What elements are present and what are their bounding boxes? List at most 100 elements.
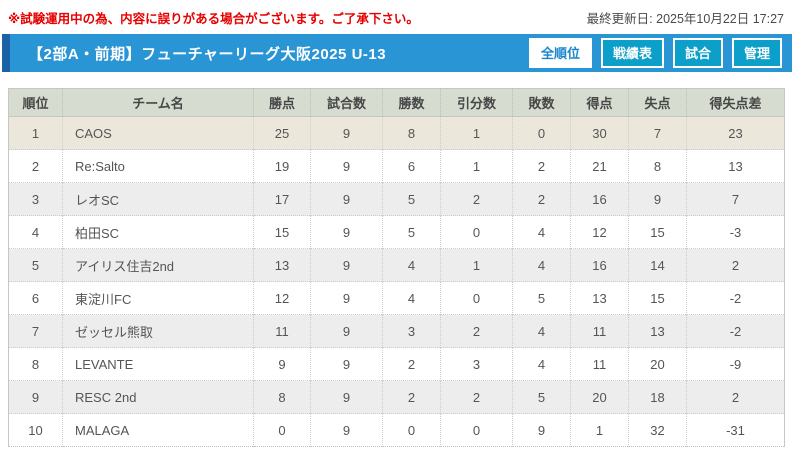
stat-cell: 0: [253, 413, 311, 447]
notice-bar: ※試験運用中の為、内容に誤りがある場合がございます。ご了承下さい。 最終更新日:…: [0, 0, 792, 27]
table-row: 6 東淀川FC 12 9 4 0 5 13 15 -2: [8, 281, 785, 315]
team-name-cell: CAOS: [62, 116, 254, 150]
stat-cell: -31: [686, 413, 785, 447]
stat-cell: 0: [512, 116, 571, 150]
stat-cell: 16: [570, 182, 629, 216]
stat-cell: 32: [628, 413, 687, 447]
stat-cell: 1: [570, 413, 629, 447]
stat-cell: 9: [310, 116, 383, 150]
rank-cell: 4: [8, 215, 63, 249]
stat-cell: 5: [512, 281, 571, 315]
page-title: 【2部A・前期】フューチャーリーグ大阪2025 U-13: [28, 45, 387, 63]
table-row: 9 RESC 2nd 8 9 2 2 5 20 18 2: [8, 380, 785, 414]
stat-cell: 0: [440, 215, 513, 249]
stat-cell: 12: [570, 215, 629, 249]
stat-cell: 25: [253, 116, 311, 150]
stat-cell: 5: [382, 215, 441, 249]
stat-cell: 9: [512, 413, 571, 447]
stat-cell: 2: [440, 314, 513, 348]
header-cell: 勝数: [382, 88, 441, 117]
table-row: 7 ゼッセル熊取 11 9 3 2 4 11 13 -2: [8, 314, 785, 348]
stat-cell: 20: [628, 347, 687, 381]
stat-cell: 15: [628, 215, 687, 249]
team-name-cell: LEVANTE: [62, 347, 254, 381]
stat-cell: 5: [382, 182, 441, 216]
stat-cell: 1: [440, 149, 513, 183]
team-name-cell: ゼッセル熊取: [62, 314, 254, 348]
standings-body: 1 CAOS 25 9 8 1 0 30 7 23 2 Re:Salto 19 9 6 1 2 21 8 13 3 レオS…: [8, 116, 785, 447]
last-updated-text: 最終更新日: 2025年10月22日 17:27: [586, 12, 784, 26]
stat-cell: 4: [512, 314, 571, 348]
stat-cell: -2: [686, 314, 785, 348]
stat-cell: 2: [512, 149, 571, 183]
stat-cell: 9: [310, 347, 383, 381]
stat-cell: 3: [382, 314, 441, 348]
rank-cell: 6: [8, 281, 63, 315]
stat-cell: -2: [686, 281, 785, 315]
team-name-cell: Re:Salto: [62, 149, 254, 183]
stat-cell: 21: [570, 149, 629, 183]
stat-cell: 4: [382, 248, 441, 282]
view-tabs: 全順位 戦績表 試合 管理: [528, 38, 782, 68]
rank-cell: 10: [8, 413, 63, 447]
header-cell: 得点: [570, 88, 629, 117]
team-name-cell: RESC 2nd: [62, 380, 254, 414]
standings-table: 順位 チーム名 勝点 試合数 勝数 引分数 敗数 得点 失点 得失点差 1 CAOS 25 9 8 1 0 30…: [8, 88, 785, 447]
team-name-cell: アイリス住吉2nd: [62, 248, 254, 282]
stat-cell: 4: [512, 248, 571, 282]
rank-cell: 3: [8, 182, 63, 216]
stat-cell: 18: [628, 380, 687, 414]
stat-cell: 4: [512, 215, 571, 249]
stat-cell: 7: [628, 116, 687, 150]
stat-cell: 1: [440, 116, 513, 150]
stat-cell: 11: [570, 347, 629, 381]
stat-cell: 8: [628, 149, 687, 183]
stat-cell: 2: [382, 347, 441, 381]
table-row: 4 柏田SC 15 9 5 0 4 12 15 -3: [8, 215, 785, 249]
stat-cell: 3: [440, 347, 513, 381]
stat-cell: 0: [440, 413, 513, 447]
team-name-cell: MALAGA: [62, 413, 254, 447]
stat-cell: -9: [686, 347, 785, 381]
stat-cell: 13: [686, 149, 785, 183]
stat-cell: -3: [686, 215, 785, 249]
team-name-cell: 柏田SC: [62, 215, 254, 249]
stat-cell: 0: [440, 281, 513, 315]
tab-all-rankings[interactable]: 全順位: [528, 38, 592, 68]
stat-cell: 6: [382, 149, 441, 183]
stat-cell: 9: [310, 380, 383, 414]
header-cell: 失点: [628, 88, 687, 117]
stat-cell: 1: [440, 248, 513, 282]
stat-cell: 15: [628, 281, 687, 315]
standings-header: 順位 チーム名 勝点 試合数 勝数 引分数 敗数 得点 失点 得失点差: [8, 88, 785, 117]
stat-cell: 9: [310, 248, 383, 282]
rank-cell: 7: [8, 314, 63, 348]
tab-results-grid[interactable]: 戦績表: [600, 38, 664, 68]
stat-cell: 11: [253, 314, 311, 348]
header-cell: 得失点差: [686, 88, 785, 117]
stat-cell: 15: [253, 215, 311, 249]
table-row: 10 MALAGA 0 9 0 0 9 1 32 -31: [8, 413, 785, 447]
stat-cell: 23: [686, 116, 785, 150]
stat-cell: 2: [440, 182, 513, 216]
stat-cell: 12: [253, 281, 311, 315]
stat-cell: 13: [570, 281, 629, 315]
header-row: 順位 チーム名 勝点 試合数 勝数 引分数 敗数 得点 失点 得失点差: [8, 88, 785, 117]
rank-cell: 8: [8, 347, 63, 381]
table-row: 2 Re:Salto 19 9 6 1 2 21 8 13: [8, 149, 785, 183]
table-row: 3 レオSC 17 9 5 2 2 16 9 7: [8, 182, 785, 216]
team-name-cell: レオSC: [62, 182, 254, 216]
tab-matches[interactable]: 試合: [672, 38, 723, 68]
stat-cell: 9: [310, 314, 383, 348]
trial-warning-text: ※試験運用中の為、内容に誤りがある場合がございます。ご了承下さい。: [8, 12, 419, 26]
stat-cell: 13: [253, 248, 311, 282]
league-title-bar: 【2部A・前期】フューチャーリーグ大阪2025 U-13 全順位 戦績表 試合 …: [2, 34, 792, 72]
rank-cell: 1: [31, 125, 40, 141]
stat-cell: 2: [382, 380, 441, 414]
rank-cell: 9: [8, 380, 63, 414]
stat-cell: 9: [310, 281, 383, 315]
stat-cell: 9: [310, 413, 383, 447]
tab-admin[interactable]: 管理: [731, 38, 782, 68]
header-cell: 順位: [8, 88, 63, 117]
stat-cell: 4: [512, 347, 571, 381]
